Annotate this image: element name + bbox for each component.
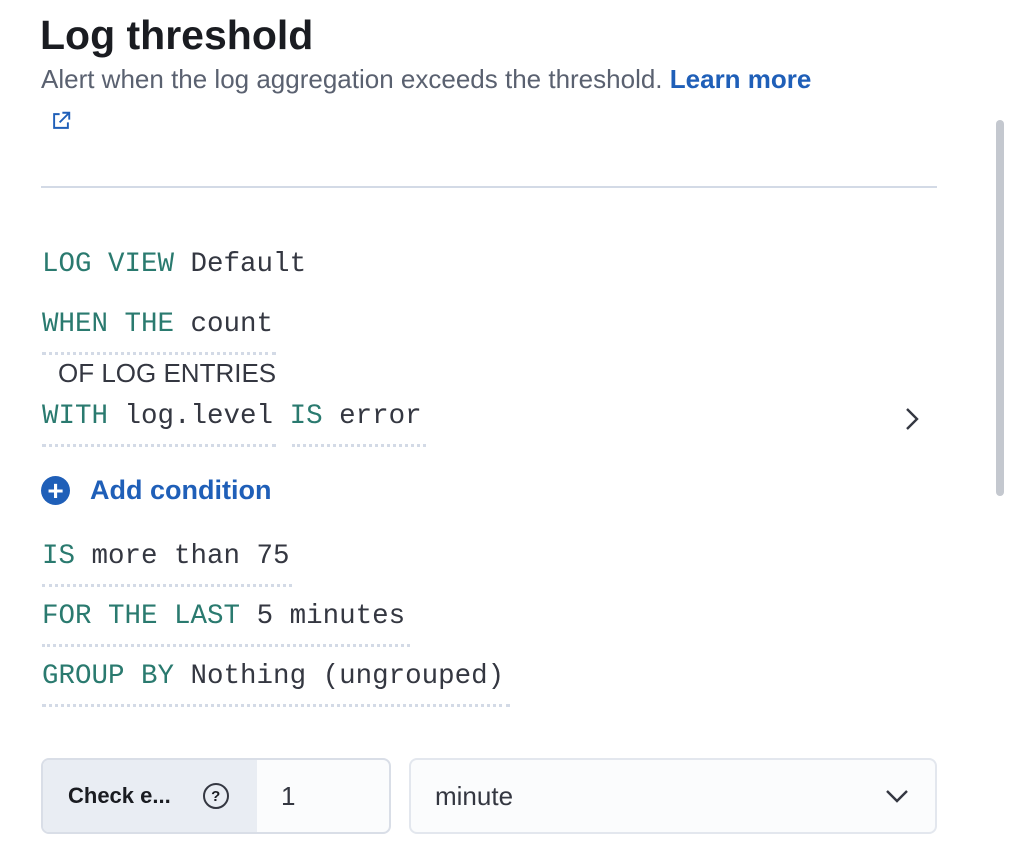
dotted-underline <box>42 704 510 707</box>
dotted-underline <box>42 644 410 647</box>
check-every-input[interactable]: 1 <box>281 780 296 811</box>
dotted-underline <box>42 444 276 447</box>
criterion-expression[interactable]: WITH log.level IS error <box>42 401 422 432</box>
plus-icon: + <box>41 476 70 505</box>
time-window-expression[interactable]: FOR THE LAST 5 minutes <box>42 601 406 632</box>
dotted-underline <box>292 444 426 447</box>
check-every-field: Check e...? 1 <box>41 758 391 834</box>
description: Alert when the log aggregation exceeds t… <box>41 64 812 94</box>
add-condition-button[interactable]: + Add condition <box>41 475 271 506</box>
question-icon[interactable]: ? <box>202 783 229 809</box>
of-log-entries-label: OF LOG ENTRIES <box>58 358 277 388</box>
threshold-expression[interactable]: IS more than 75 <box>42 541 290 572</box>
group-by-expression[interactable]: GROUP BY Nothing (ungrouped) <box>42 661 505 692</box>
page-title: Log threshold <box>40 12 314 58</box>
learn-more-link[interactable]: Learn more <box>669 64 812 94</box>
check-every-unit-select[interactable]: minute <box>409 758 937 834</box>
dotted-underline <box>42 352 276 355</box>
log-view-expression[interactable]: LOG VIEW Default <box>42 249 307 280</box>
scrollbar[interactable] <box>996 120 1004 496</box>
dotted-underline <box>42 584 292 587</box>
divider <box>41 186 937 188</box>
check-every-label: Check e...? <box>43 760 257 832</box>
aggregation-expression[interactable]: WHEN THE count <box>42 309 274 340</box>
chevron-right-icon[interactable] <box>902 405 922 433</box>
chevron-down-icon <box>886 790 908 803</box>
external-link-icon[interactable] <box>50 110 72 132</box>
